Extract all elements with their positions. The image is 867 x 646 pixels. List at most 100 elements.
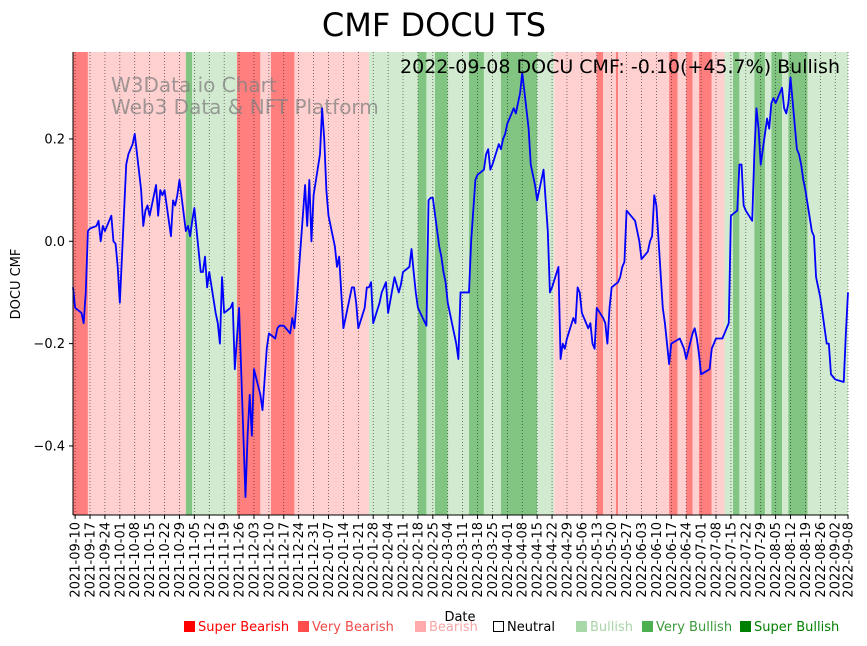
x-tick-label: 2022-03-11 (456, 522, 471, 598)
cmf-series-line (72, 71, 849, 498)
x-tick-label: 2021-12-10 (262, 522, 277, 598)
region-very-bullish (733, 52, 740, 515)
x-tick-label: 2022-05-27 (620, 522, 635, 598)
x-tick-label: 2022-07-22 (739, 522, 754, 598)
legend-label: Very Bullish (656, 620, 733, 635)
region-bullish (739, 52, 755, 515)
region-bullish (781, 52, 789, 515)
legend-swatch (493, 621, 504, 632)
x-tick-label: 2021-09-24 (98, 522, 113, 598)
region-bearish (294, 52, 369, 515)
x-tick-label: 2022-07-15 (724, 522, 739, 598)
x-tick-label: 2022-06-10 (650, 522, 665, 598)
region-very-bullish (500, 52, 538, 515)
x-tick-label: 2021-12-24 (292, 522, 307, 598)
legend: Super Bearish Very Bearish Bearish Neutral B… (0, 620, 867, 640)
x-tick-label: 2021-12-17 (277, 522, 292, 598)
legend-label: Super Bearish (198, 620, 290, 635)
region-bearish (711, 52, 725, 515)
region-bearish (87, 52, 186, 515)
region-very-bearish (698, 52, 712, 515)
legend-label: Very Bearish (312, 620, 394, 635)
region-very-bearish (669, 52, 678, 515)
region-very-bearish (236, 52, 261, 515)
legend-swatch (576, 621, 587, 632)
x-tick-label: 2022-06-03 (635, 522, 650, 598)
legend-item-super-bearish: Super Bearish (184, 620, 289, 635)
x-tick-label: 2022-06-17 (665, 522, 680, 598)
x-tick-label: 2022-02-25 (426, 522, 441, 598)
legend-label: Super Bullish (754, 620, 840, 635)
x-tick-label: 2022-02-11 (397, 522, 412, 598)
y-ticks: 0.2 0.0 −0.2 −0.4 (33, 132, 73, 454)
x-tick-label: 2022-05-06 (575, 522, 590, 598)
x-tick-label: 2022-04-22 (546, 522, 561, 598)
region-bearish (554, 52, 597, 515)
legend-swatch (642, 621, 653, 632)
y-tick-label: −0.4 (33, 439, 65, 454)
x-tick-label: 2022-08-05 (769, 522, 784, 598)
x-tick-label: 2021-10-15 (143, 522, 158, 598)
x-tick-label: 2022-03-25 (486, 522, 501, 598)
x-tick-label: 2021-09-17 (84, 522, 99, 598)
legend-item-neutral: Neutral (493, 620, 555, 635)
x-tick-label: 2021-11-19 (218, 522, 233, 598)
region-very-bearish (271, 52, 295, 515)
axes (72, 52, 848, 516)
x-tick-label: 2022-03-18 (471, 522, 486, 598)
region-bullish (537, 52, 555, 515)
legend-item-very-bearish: Very Bearish (298, 620, 394, 635)
x-tick-label: 2021-11-26 (233, 522, 248, 598)
x-tick-label: 2021-10-22 (158, 522, 173, 598)
legend-item-bearish: Bearish (415, 620, 478, 635)
legend-swatch (298, 621, 309, 632)
legend-swatch (184, 621, 195, 632)
region-very-bullish (469, 52, 484, 515)
region-very-bullish (771, 52, 782, 515)
x-tick-label: 2022-01-28 (367, 522, 382, 598)
region-bearish (260, 52, 272, 515)
x-tick-label: 2022-01-07 (322, 522, 337, 598)
x-axis-label: Date (444, 610, 475, 625)
legend-swatch (740, 621, 751, 632)
x-tick-label: 2022-09-08 (842, 522, 857, 598)
x-ticks: 2021-09-10 2021-09-17 2021-09-24 2021-10-01… (69, 515, 857, 598)
x-tick-label: 2022-08-12 (784, 522, 799, 598)
x-tick-label: 2022-06-24 (680, 522, 695, 598)
vertical-grid (74, 52, 849, 515)
x-tick-label: 2022-09-02 (829, 522, 844, 598)
watermark-line-1: W3Data.io Chart (111, 73, 277, 97)
legend-label: Neutral (507, 620, 555, 635)
region-very-bearish (686, 52, 693, 515)
y-axis-label: DOCU CMF (9, 249, 24, 320)
x-tick-label: 2021-12-03 (247, 522, 262, 598)
x-tick-label: 2021-12-31 (307, 522, 322, 598)
x-tick-label: 2022-05-13 (590, 522, 605, 598)
y-tick-label: −0.2 (33, 337, 65, 352)
x-tick-label: 2021-10-29 (173, 522, 188, 598)
x-tick-label: 2022-01-14 (337, 522, 352, 598)
region-very-bullish (754, 52, 765, 515)
x-tick-label: 2022-07-29 (754, 522, 769, 598)
region-very-bullish (434, 52, 448, 515)
region-bearish (603, 52, 616, 515)
x-tick-label: 2022-04-01 (501, 522, 516, 598)
legend-item-bullish: Bullish (576, 620, 633, 635)
legend-item-super-bullish: Super Bullish (740, 620, 839, 635)
chart-title: CMF DOCU TS (322, 6, 546, 44)
x-tick-label: 2022-04-29 (560, 522, 575, 598)
region-very-bullish (185, 52, 193, 515)
x-tick-label: 2022-08-26 (814, 522, 829, 598)
x-tick-label: 2021-10-08 (128, 522, 143, 598)
region-bullish (807, 52, 848, 515)
region-very-bearish (596, 52, 604, 515)
x-tick-label: 2022-02-04 (382, 522, 397, 598)
legend-swatch (415, 621, 426, 632)
region-very-bullish (788, 52, 808, 515)
y-tick-label: 0.2 (44, 132, 65, 147)
x-tick-label: 2022-03-04 (441, 522, 456, 598)
x-tick-label: 2022-07-01 (695, 522, 710, 598)
region-bearish (692, 52, 699, 515)
x-tick-label: 2022-05-20 (605, 522, 620, 598)
legend-label: Bullish (590, 620, 634, 635)
